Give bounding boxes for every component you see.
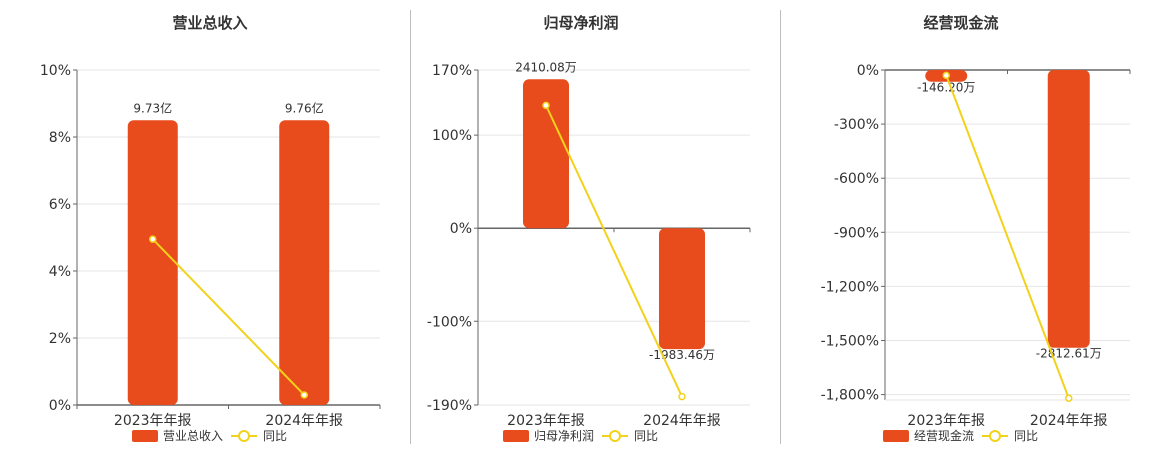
legend-bar-label: 归母净利润 — [534, 429, 594, 443]
line-point — [678, 392, 686, 401]
y-tick-label: 6% — [49, 197, 71, 213]
legend-bar-label: 营业总收入 — [163, 429, 223, 443]
chart-title: 经营现金流 — [923, 14, 998, 32]
legend-line-marker — [989, 430, 1001, 442]
legend-bar-swatch — [883, 430, 909, 442]
y-tick-label: -1,800% — [821, 388, 879, 404]
y-tick-label: 4% — [49, 264, 71, 280]
y-tick-label: 10% — [40, 63, 71, 79]
y-tick-label: -1,200% — [821, 279, 879, 295]
x-category-label: 2023年年报 — [907, 413, 985, 429]
legend-line-label: 同比 — [634, 429, 658, 443]
y-tick-label: -100% — [427, 314, 472, 330]
bar-data-label: -2812.61万 — [1036, 347, 1102, 361]
y-tick-label: -1,500% — [821, 333, 879, 349]
bar — [127, 120, 178, 405]
legend-bar-swatch — [503, 430, 529, 442]
panel-divider — [780, 10, 781, 444]
bar — [279, 120, 330, 405]
y-tick-label: 170% — [432, 63, 472, 79]
line-point — [149, 235, 157, 243]
line-point — [542, 101, 550, 110]
line-series — [545, 104, 683, 398]
bar — [523, 79, 569, 229]
x-category-label: 2023年年报 — [507, 413, 585, 429]
legend-line-marker — [238, 430, 250, 442]
y-tick-label: 0% — [450, 221, 472, 237]
y-tick-label: -600% — [834, 171, 879, 187]
y-tick-label: 8% — [49, 130, 71, 146]
y-tick-label: 0% — [49, 398, 71, 414]
legend-bar-swatch — [132, 430, 158, 442]
legend-line-label: 同比 — [1014, 429, 1038, 443]
bar-data-label: -146.20万 — [917, 81, 975, 95]
y-tick-label: -190% — [427, 398, 472, 414]
net-profit-chart: 归母净利润 -190% -100% 0% 100% 170% 2410.08万 -1983.4… — [427, 14, 751, 443]
legend-line-label: 同比 — [263, 429, 287, 443]
x-category-label: 2024年年报 — [265, 413, 343, 429]
bar — [1047, 70, 1090, 348]
x-category-label: 2023年年报 — [114, 413, 192, 429]
revenue-chart-panel: 营业总收入 0% 2% 4% 6% 8% 10% 9.73亿 9.76亿 2023年年报 2024年… — [0, 0, 410, 450]
bar — [659, 228, 705, 350]
x-category-label: 2024年年报 — [1030, 413, 1108, 429]
line-series — [945, 75, 1070, 399]
cash-flow-chart: 经营现金流 -1,800% -1,500% -1,200% -900% -600% -300… — [821, 14, 1131, 443]
y-tick-label: -900% — [834, 225, 879, 241]
bar-data-label: 9.76亿 — [285, 100, 324, 115]
revenue-chart: 营业总收入 0% 2% 4% 6% 8% 10% 9.73亿 9.76亿 2023年年报 2024年… — [40, 14, 381, 443]
bar-data-label: 2410.08万 — [515, 60, 577, 74]
legend-bar-label: 经营现金流 — [914, 428, 974, 443]
bar-data-label: 9.73亿 — [133, 100, 172, 115]
line-point — [942, 71, 950, 80]
bar-data-label: -1983.46万 — [649, 348, 715, 362]
chart-title: 营业总收入 — [172, 14, 247, 32]
chart-title: 归母净利润 — [543, 14, 618, 32]
x-category-label: 2024年年报 — [643, 413, 721, 429]
panel-divider — [410, 10, 411, 444]
y-tick-label: -300% — [834, 117, 879, 133]
line-series — [152, 238, 305, 396]
legend-line-marker — [609, 430, 621, 442]
y-tick-label: 100% — [432, 128, 472, 144]
line-point — [1065, 394, 1073, 402]
cash-flow-chart-panel: 经营现金流 -1,800% -1,500% -1,200% -900% -600% -300… — [781, 0, 1160, 450]
net-profit-chart-panel: 归母净利润 -190% -100% 0% 100% 170% 2410.08万 -1983.4… — [411, 0, 780, 450]
y-tick-label: 2% — [49, 331, 71, 347]
y-tick-label: 0% — [857, 63, 879, 79]
line-point — [300, 391, 308, 399]
